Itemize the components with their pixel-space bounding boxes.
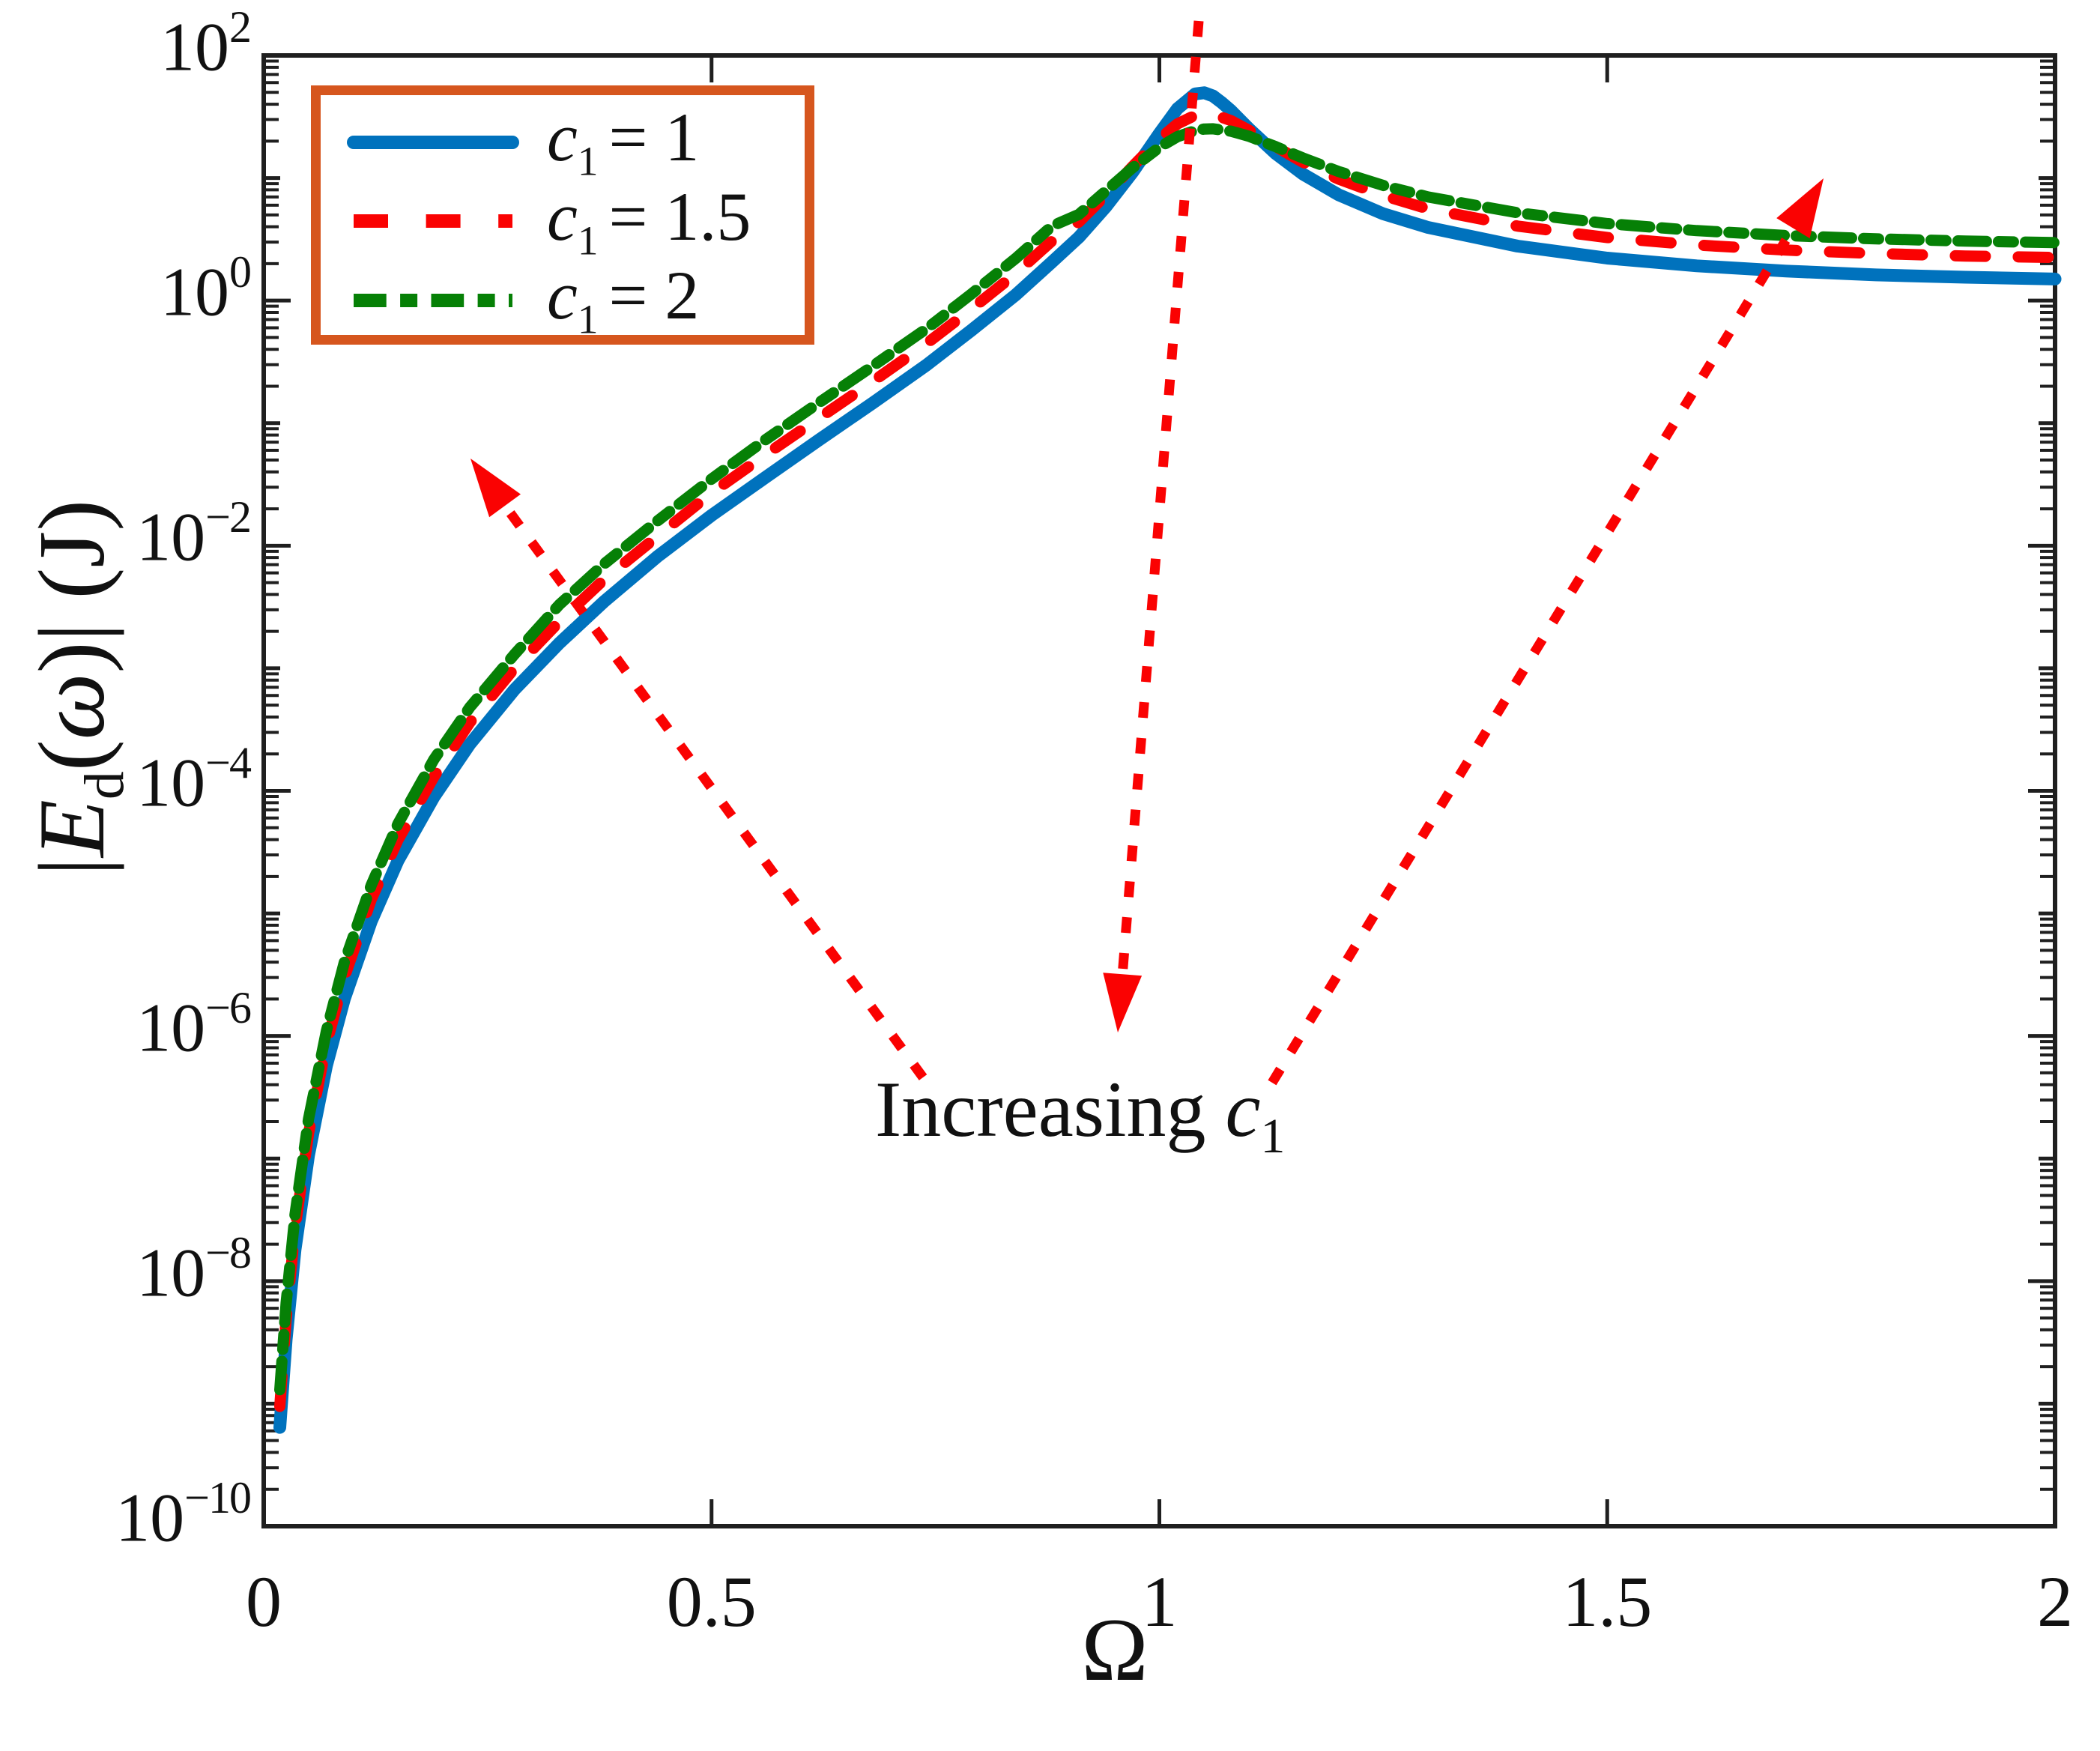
ylabel-bar1: | (20, 857, 125, 877)
x-tick-label-1.5: 1.5 (1562, 1561, 1653, 1642)
legend-value: = 2 (608, 257, 700, 334)
annotation-sym-sub: 1 (1260, 1109, 1286, 1164)
legend-item-c1-2: c1 = 2 (346, 261, 805, 340)
series-line-c11.5 (274, 108, 2061, 1412)
legend-box: c1 = 1 c1 = 1.5 c1 = 2 (311, 85, 814, 345)
legend-sym-sub: 1 (577, 217, 599, 263)
increasing-arrow-right-head (1776, 178, 1824, 239)
legend-sym: c (547, 99, 578, 175)
ylabel-paren-close: )| (20, 623, 125, 674)
increasing-arrow-middle-head (1103, 973, 1143, 1032)
ylabel-paren-open: ( (20, 740, 125, 772)
x-tick-label-0.5: 0.5 (666, 1561, 757, 1642)
legend-line-sample-solid (347, 135, 519, 149)
increasing-arrow-right-line (1268, 229, 1795, 1086)
legend-sym: c (547, 178, 578, 255)
y-tick-label-10e-10: 10−10 (115, 1473, 252, 1556)
y-tick-label-10e-8: 10−8 (136, 1227, 252, 1311)
x-tick-label-2: 2 (2037, 1561, 2073, 1642)
ylabel-sub-d: d (73, 771, 136, 800)
series-line-c12 (274, 123, 2061, 1396)
y-tick-label-10e-2: 10−2 (136, 492, 252, 575)
increasing-arrow-left-head (470, 459, 521, 518)
legend-label: c1 = 1 (547, 103, 699, 182)
annotation-increasing-c1: Increasing c1 (875, 1070, 1285, 1161)
y-tick-label-10e-4: 10−4 (136, 737, 252, 821)
increasing-arrow-left-line (503, 506, 928, 1080)
ylabel-E: E (20, 799, 125, 858)
legend-sym-sub: 1 (577, 296, 599, 342)
annotation-word: Increasing (875, 1065, 1206, 1153)
x-tick-label-0: 0 (246, 1561, 282, 1642)
series-line-c11 (273, 86, 2062, 1434)
legend-sym: c (547, 257, 578, 334)
increasing-arrow-middle-line (1118, 20, 1204, 970)
y-tick-label-10e2: 102 (160, 2, 252, 85)
legend-item-c1-1: c1 = 1 (346, 103, 805, 182)
legend-label: c1 = 2 (547, 261, 699, 340)
x-tick-label-1: 1 (1141, 1561, 1178, 1642)
ylabel-unit-joule: (J) (20, 499, 125, 623)
legend-value: = 1.5 (608, 178, 751, 255)
x-axis-label: Ω (1081, 1600, 1149, 1699)
y-tick-label-10e0: 100 (160, 247, 252, 330)
legend-sym-sub: 1 (577, 138, 599, 184)
y-axis-label: |Ed(ω)| (J) (20, 500, 136, 877)
ylabel-omega: ω (20, 673, 125, 740)
annotation-sym: c (1225, 1065, 1261, 1153)
legend-line-sample-dashed (354, 214, 512, 229)
legend-label: c1 = 1.5 (547, 182, 751, 261)
legend-value: = 1 (608, 99, 700, 175)
legend-item-c1-1p5: c1 = 1.5 (346, 182, 805, 261)
legend-line-sample-dashdot (354, 293, 512, 307)
y-tick-label-10e-6: 10−6 (136, 982, 252, 1066)
